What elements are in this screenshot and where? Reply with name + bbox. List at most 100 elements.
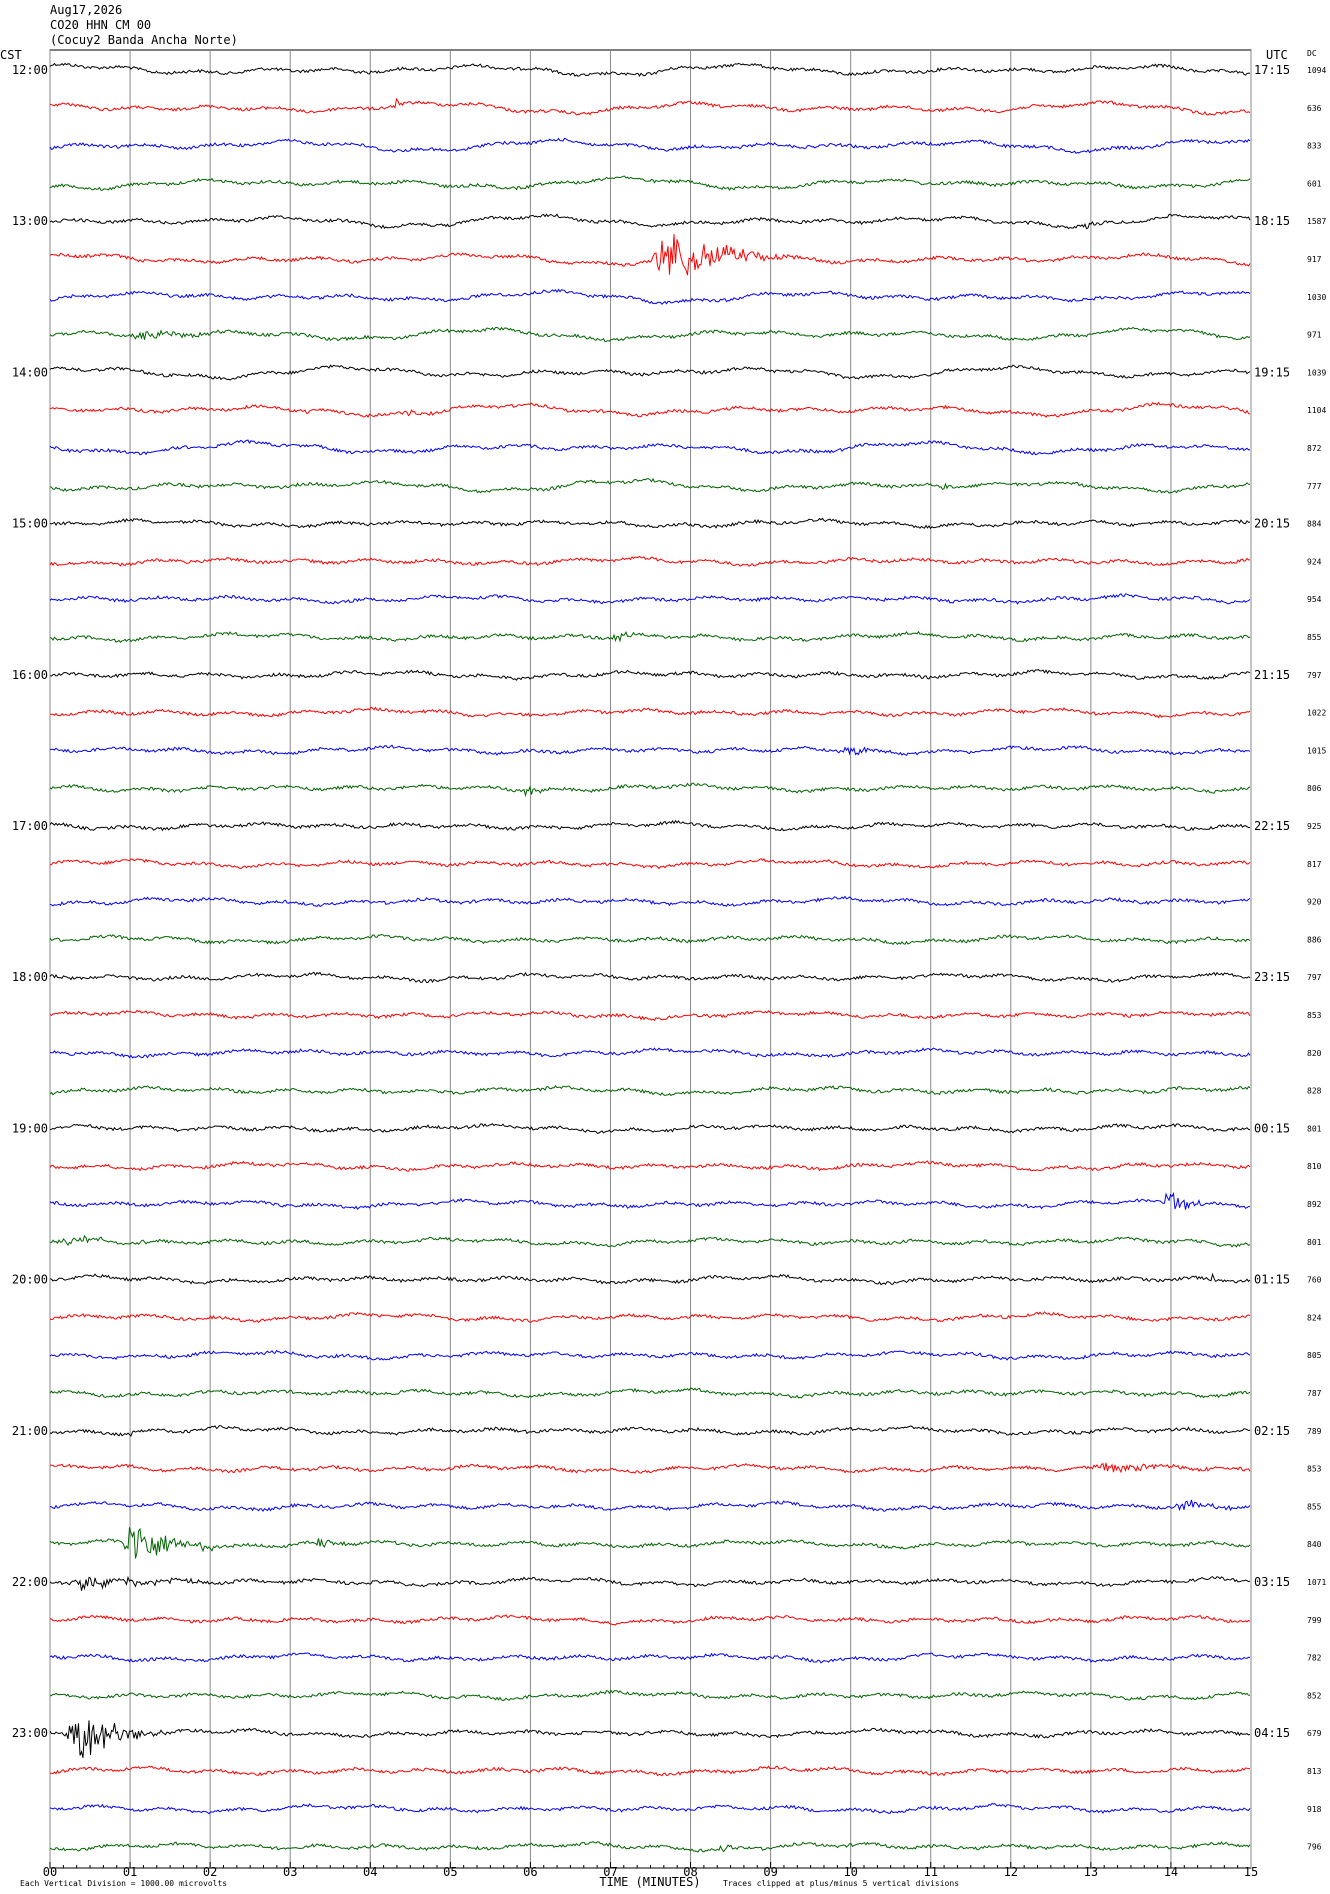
dc-value: 1071 [1307,1578,1326,1587]
utc-time: 03:15 [1254,1575,1290,1589]
utc-time: 22:15 [1254,819,1290,833]
seismic-trace [49,1009,1251,1022]
dc-value: 833 [1307,142,1322,151]
seismic-trace [49,669,1251,681]
cst-time: 13:00 [12,214,48,228]
utc-time: 20:15 [1254,517,1290,531]
seismic-trace [49,1349,1251,1361]
dc-value: 679 [1307,1729,1322,1738]
seismic-trace [49,326,1251,343]
dc-value: 787 [1307,1389,1322,1398]
cst-time: 16:00 [12,668,48,682]
station: CO20 HHN CM 00 [50,18,151,32]
seismic-trace [49,175,1251,191]
footer-left: Each Vertical Division = 1000.00 microvo… [20,1879,227,1888]
x-tick-label: 03 [283,1865,297,1879]
seismic-trace [49,858,1251,870]
seismic-trace [49,62,1251,78]
utc-time: 23:15 [1254,970,1290,984]
dc-value: 801 [1307,1124,1322,1133]
dc-value: 760 [1307,1276,1322,1285]
seismic-trace [49,288,1251,305]
dc-value: 824 [1307,1313,1322,1322]
dc-label: DC [1307,49,1317,58]
dc-value: 840 [1307,1540,1322,1549]
dc-value: 797 [1307,671,1322,680]
seismic-trace [49,1160,1251,1172]
utc-time: 01:15 [1254,1273,1290,1287]
dc-value: 817 [1307,860,1322,869]
cst-time: 20:00 [12,1273,48,1287]
seismic-trace [49,401,1251,419]
seismic-trace [49,706,1251,719]
seismic-trace [49,593,1251,605]
seismic-trace [49,744,1251,756]
dc-value: 872 [1307,444,1322,453]
dc-value: 1039 [1307,368,1326,377]
dc-value: 892 [1307,1200,1322,1209]
seismic-trace [49,1311,1251,1323]
dc-value: 782 [1307,1654,1322,1663]
seismic-trace [49,1652,1251,1664]
seismic-trace [49,1614,1251,1626]
x-tick-label: 06 [523,1865,537,1879]
x-tick-label: 10 [843,1865,857,1879]
dc-value: 852 [1307,1691,1322,1700]
x-tick-label: 14 [1164,1865,1178,1879]
utc-time: 18:15 [1254,214,1290,228]
x-tick-label: 08 [683,1865,697,1879]
cst-time: 19:00 [12,1121,48,1135]
dc-value: 1094 [1307,66,1326,75]
x-tick-label: 02 [203,1865,217,1879]
x-tick-label: 15 [1244,1865,1258,1879]
seismic-trace [49,1720,1251,1758]
seismic-trace [49,97,1251,116]
dc-value: 797 [1307,973,1322,982]
dc-value: 801 [1307,1238,1322,1247]
seismic-trace [49,555,1251,567]
seismic-trace [49,782,1251,798]
dc-value: 1104 [1307,406,1326,415]
date: Aug17,2026 [50,3,122,17]
cst-time: 21:00 [12,1424,48,1438]
dc-value: 828 [1307,1087,1322,1096]
dc-value: 805 [1307,1351,1322,1360]
dc-value: 924 [1307,557,1322,566]
dc-value: 853 [1307,1465,1322,1474]
seismic-trace [49,1689,1251,1702]
dc-value: 813 [1307,1767,1322,1776]
x-tick-label: 05 [443,1865,457,1879]
cst-time: 22:00 [12,1575,48,1589]
seismic-trace [49,1191,1251,1211]
x-axis-title: TIME (MINUTES) [599,1875,700,1889]
dc-value: 855 [1307,633,1322,642]
seismic-trace [49,517,1251,530]
seismic-trace [49,1272,1251,1286]
cst-time: 14:00 [12,365,48,379]
x-tick-label: 01 [123,1865,137,1879]
seismic-trace [49,1527,1251,1559]
cst-time: 18:00 [12,970,48,984]
footer-right: Traces clipped at plus/minus 5 vertical … [723,1879,959,1888]
seismic-trace [49,1802,1251,1815]
x-tick-label: 00 [43,1865,57,1879]
dc-value: 1030 [1307,293,1326,302]
dc-value: 853 [1307,1011,1322,1020]
x-tick-label: 13 [1084,1865,1098,1879]
dc-value: 884 [1307,520,1322,529]
plot-frame [49,49,1252,1869]
seismic-trace [49,1085,1251,1097]
dc-value: 917 [1307,255,1322,264]
cst-time: 12:00 [12,63,48,77]
cst-time: 15:00 [12,517,48,531]
x-tick-label: 09 [763,1865,777,1879]
seismic-trace [49,364,1251,381]
dc-value: 789 [1307,1427,1322,1436]
seismic-trace [49,234,1251,276]
dc-value: 796 [1307,1843,1322,1852]
dc-value: 920 [1307,898,1322,907]
x-tick-label: 07 [603,1865,617,1879]
seismic-trace [49,1234,1251,1248]
utc-time: 00:15 [1254,1121,1290,1135]
